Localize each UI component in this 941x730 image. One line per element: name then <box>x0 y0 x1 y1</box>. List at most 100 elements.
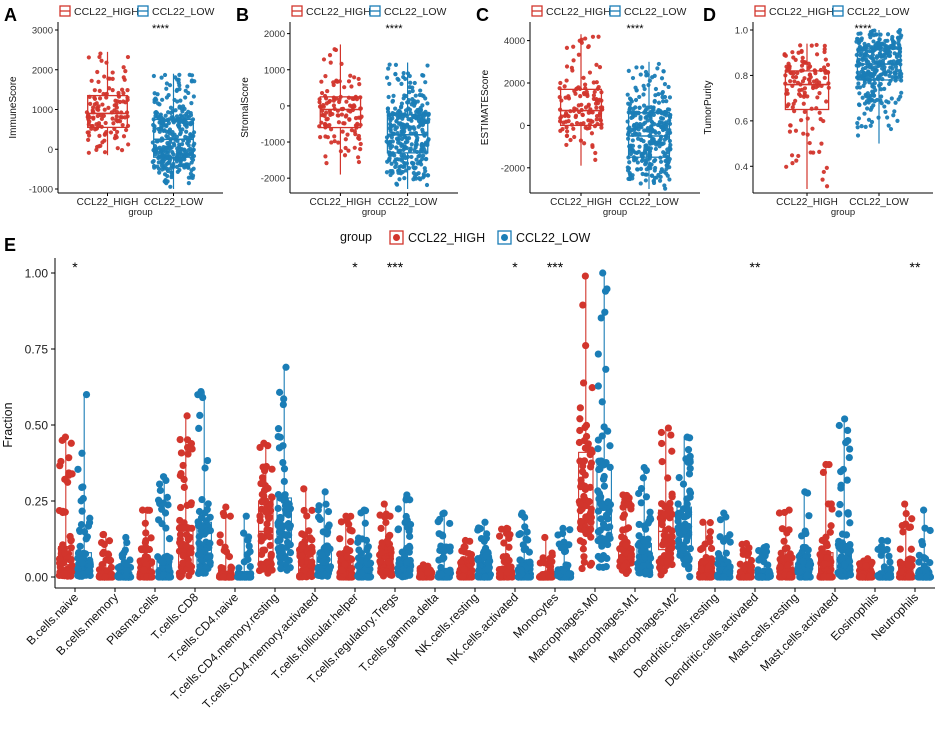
point <box>78 507 86 515</box>
point <box>308 558 316 566</box>
point <box>361 519 369 527</box>
box-nk-cells-activated-high <box>495 524 516 581</box>
y-tick-label: 2000 <box>264 29 285 40</box>
point <box>328 60 333 65</box>
point <box>817 149 822 154</box>
point <box>640 157 645 162</box>
point <box>808 150 813 155</box>
point <box>169 145 174 150</box>
box-macrophages-m2-high <box>655 424 676 579</box>
point <box>587 508 595 516</box>
point <box>575 438 584 447</box>
point <box>185 113 190 119</box>
point <box>406 136 412 141</box>
point <box>799 118 804 123</box>
point <box>657 428 666 437</box>
point <box>789 153 795 158</box>
point <box>594 445 602 453</box>
point-max <box>720 509 728 517</box>
point <box>152 91 157 96</box>
point <box>385 558 393 566</box>
point <box>548 551 556 559</box>
point-max <box>664 424 672 432</box>
point <box>880 58 886 63</box>
point <box>413 131 419 136</box>
point <box>675 474 683 482</box>
point <box>624 524 633 532</box>
point <box>308 536 316 544</box>
point <box>483 565 492 573</box>
point <box>331 80 336 85</box>
point <box>403 168 409 173</box>
y-tick-label: -2000 <box>261 174 285 185</box>
point <box>189 121 195 126</box>
point <box>179 559 187 567</box>
point <box>308 506 316 514</box>
point <box>415 135 420 140</box>
y-tick-label: 2000 <box>32 65 53 76</box>
point <box>790 50 795 55</box>
point <box>318 550 326 559</box>
point <box>377 524 385 532</box>
point <box>795 70 800 76</box>
point-max <box>619 491 627 499</box>
point <box>863 124 868 129</box>
point <box>60 548 69 557</box>
points <box>775 506 796 581</box>
point <box>686 544 694 553</box>
point <box>460 543 468 551</box>
point <box>892 51 897 56</box>
box-t-cells-cd8-high <box>175 412 196 581</box>
point <box>559 114 564 119</box>
point <box>257 537 265 545</box>
box-t-cells-cd4-memory-activated-high <box>295 485 316 581</box>
point <box>406 117 411 122</box>
point <box>425 101 430 106</box>
points <box>394 491 415 581</box>
point <box>805 132 810 137</box>
box-monocytes-low <box>554 524 575 581</box>
point <box>332 134 337 139</box>
point <box>85 130 90 135</box>
point <box>637 132 642 137</box>
point <box>408 131 413 136</box>
point <box>813 71 818 76</box>
point <box>165 535 174 543</box>
point <box>707 544 716 553</box>
point <box>675 540 683 548</box>
point <box>59 507 67 515</box>
point <box>628 174 633 179</box>
point <box>663 557 671 566</box>
point <box>576 415 584 423</box>
point <box>522 535 530 543</box>
box-b-cells-memory-low <box>114 533 135 581</box>
point <box>390 151 396 156</box>
point <box>587 122 592 127</box>
point <box>714 550 723 558</box>
point <box>581 75 586 80</box>
point <box>325 116 330 121</box>
point <box>164 123 169 129</box>
point <box>861 70 866 75</box>
point <box>185 165 190 170</box>
point <box>866 69 871 74</box>
point <box>121 134 127 139</box>
point <box>800 55 805 60</box>
point <box>102 150 108 155</box>
point <box>114 114 119 119</box>
point <box>420 103 425 108</box>
point <box>314 513 323 521</box>
point <box>474 556 482 564</box>
point <box>646 554 655 562</box>
point <box>788 79 793 84</box>
point <box>594 350 602 358</box>
point <box>165 573 173 581</box>
point <box>300 531 308 539</box>
box-t-cells-follicular-helper-high <box>336 512 356 581</box>
point <box>661 141 666 146</box>
point <box>594 62 599 67</box>
x-tick-label: Mast.cells.resting <box>726 590 801 665</box>
point <box>882 86 887 91</box>
point-max <box>503 524 511 532</box>
point <box>440 547 448 555</box>
